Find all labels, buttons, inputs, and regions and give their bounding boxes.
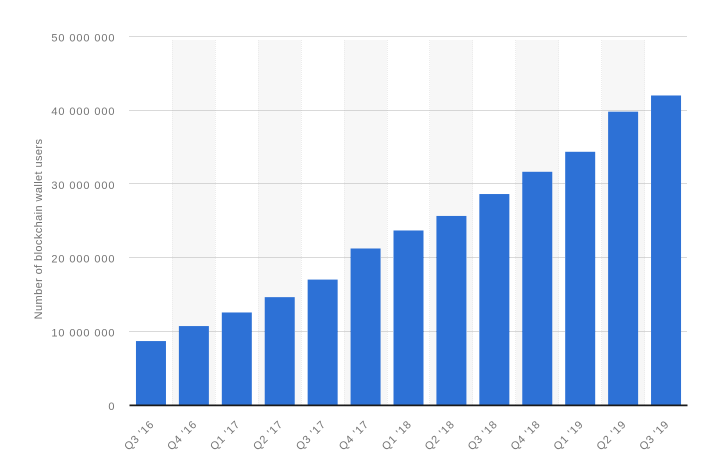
svg-text:0: 0 (108, 401, 115, 413)
svg-text:10 000 000: 10 000 000 (51, 327, 115, 339)
svg-text:30 000 000: 30 000 000 (51, 180, 115, 192)
svg-text:20 000 000: 20 000 000 (51, 254, 115, 266)
svg-text:50 000 000: 50 000 000 (51, 33, 115, 45)
svg-text:Number of blockchain wallet us: Number of blockchain wallet users (33, 139, 45, 320)
svg-text:40 000 000: 40 000 000 (51, 106, 115, 118)
